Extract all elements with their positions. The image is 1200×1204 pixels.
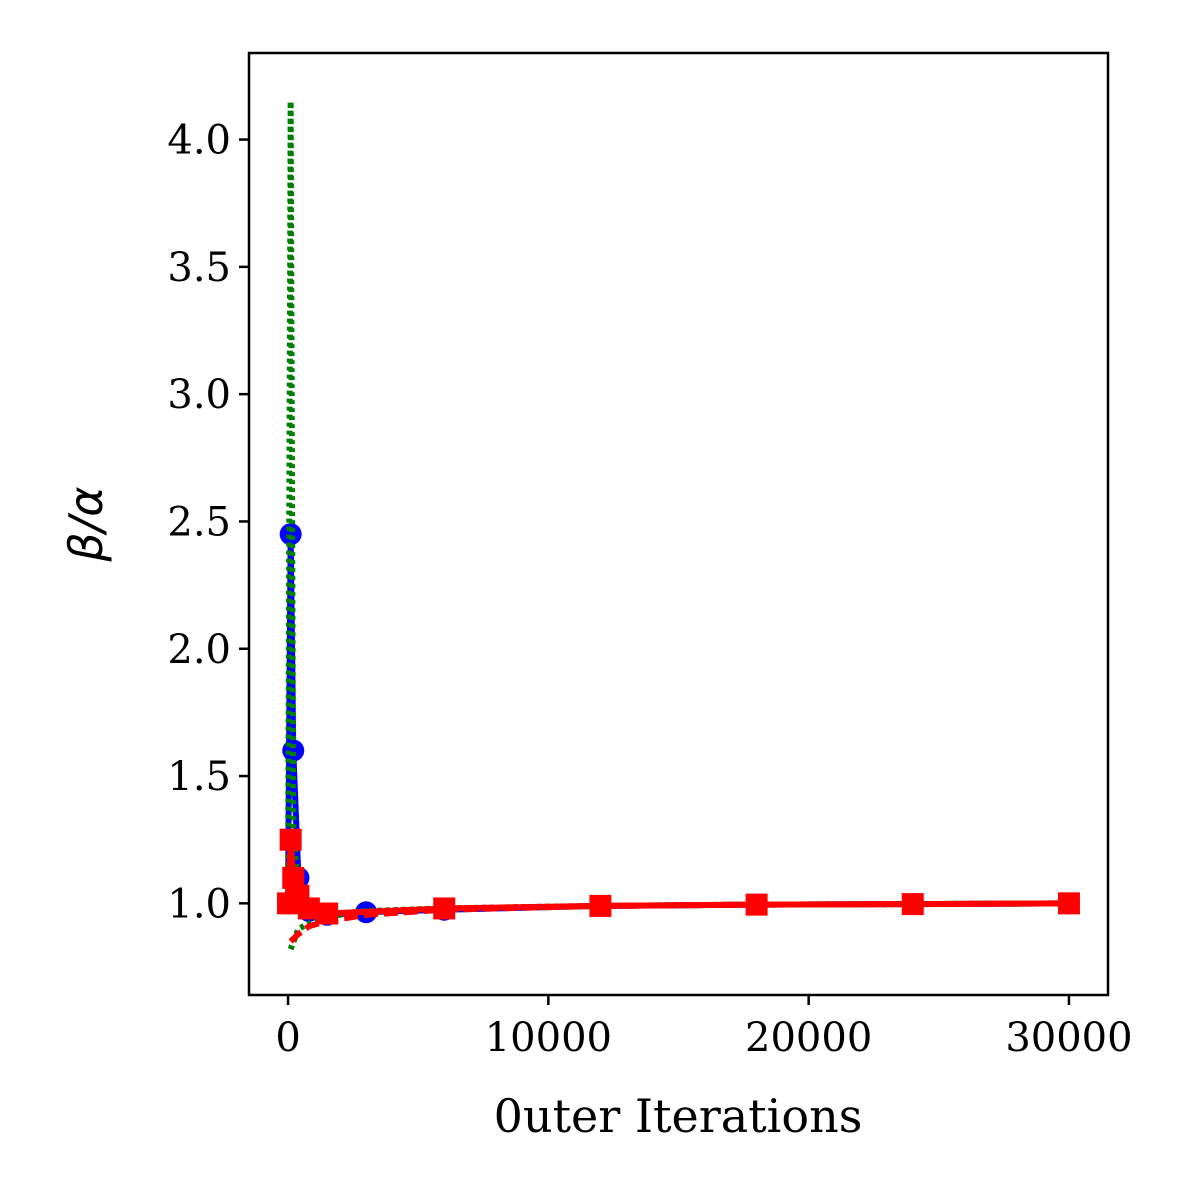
marker xyxy=(279,523,302,546)
x-tick-label: 20000 xyxy=(745,1015,872,1061)
y-tick-label: 3.5 xyxy=(167,245,231,291)
x-tick-label: 0 xyxy=(275,1015,300,1061)
marker xyxy=(297,897,320,920)
marker xyxy=(316,902,339,925)
y-tick-label: 3.0 xyxy=(167,372,231,418)
marker xyxy=(282,866,305,889)
y-tick-label: 1.5 xyxy=(167,754,231,800)
x-axis-label: 0uter Iterations xyxy=(494,1089,863,1143)
x-tick-label: 10000 xyxy=(485,1015,612,1061)
marker xyxy=(433,897,456,920)
marker xyxy=(589,894,612,917)
x-tick-label: 30000 xyxy=(1005,1015,1132,1061)
y-axis-label: β/α xyxy=(59,486,113,562)
y-tick-label: 4.0 xyxy=(167,118,231,164)
y-tick-label: 2.5 xyxy=(167,499,231,545)
marker xyxy=(745,893,768,916)
y-tick-label: 1.0 xyxy=(167,881,231,927)
marker xyxy=(279,828,302,851)
line xyxy=(285,101,1069,918)
plot-frame xyxy=(247,51,1110,997)
marker xyxy=(1057,892,1080,915)
marker xyxy=(901,893,924,916)
line xyxy=(285,839,1069,917)
y-tick-label: 2.0 xyxy=(167,627,231,673)
line xyxy=(285,534,1069,918)
